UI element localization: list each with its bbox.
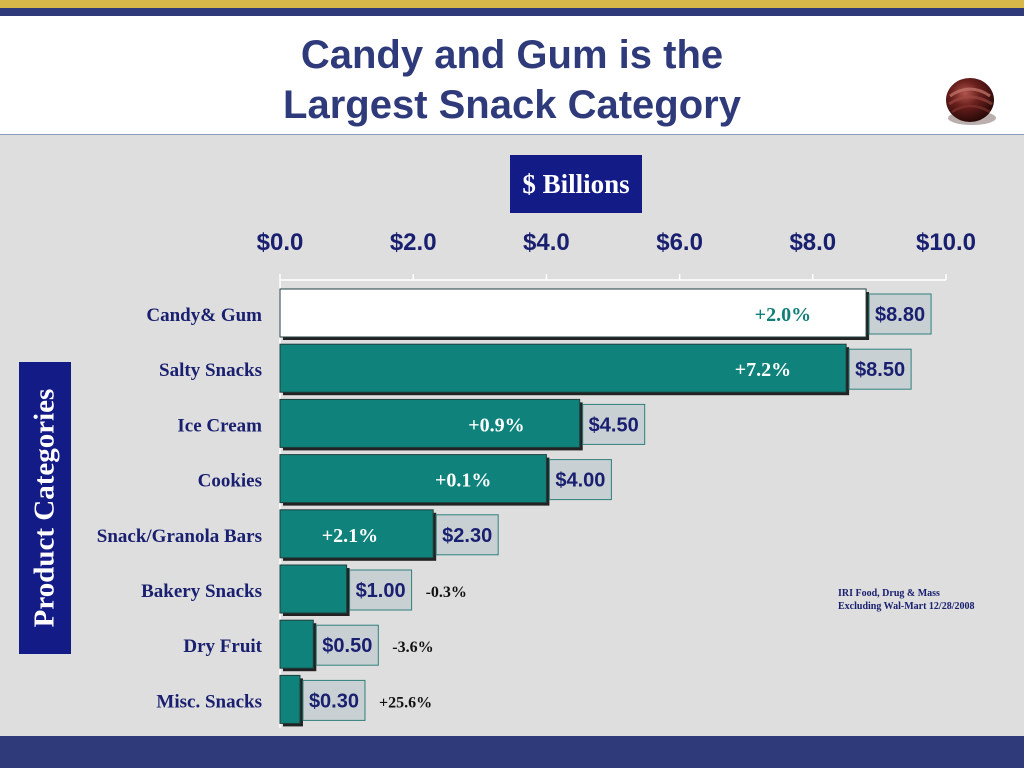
value-label-box <box>435 514 499 556</box>
page-title: Candy and Gum is the Largest Snack Categ… <box>0 30 1024 130</box>
category-label: Snack/Granola Bars <box>97 526 262 547</box>
value-label-box <box>548 459 612 501</box>
category-label: Cookies <box>198 471 262 492</box>
growth-label: +7.2% <box>735 359 791 381</box>
bar <box>279 343 847 393</box>
bottom-navy-band <box>0 736 1024 768</box>
value-label: $8.50 <box>855 359 905 381</box>
category-label: Candy& Gum <box>146 305 262 326</box>
category-label: Bakery Snacks <box>141 581 262 602</box>
category-label: Misc. Snacks <box>156 691 262 712</box>
x-tick-label: $8.0 <box>789 229 836 256</box>
value-label: $8.80 <box>875 304 925 326</box>
title-line-2: Largest Snack Category <box>283 83 741 127</box>
top-gold-stripe <box>0 0 1024 8</box>
growth-label: -0.3% <box>426 584 467 601</box>
value-label-box <box>848 348 912 390</box>
source-note: IRI Food, Drug & Mass Excluding Wal-Mart… <box>838 587 975 613</box>
category-label: Dry Fruit <box>183 636 262 657</box>
source-note-line-1: IRI Food, Drug & Mass <box>838 588 940 599</box>
value-label: $4.00 <box>555 470 605 492</box>
bar <box>279 674 301 724</box>
value-label: $0.50 <box>322 635 372 657</box>
category-label: Salty Snacks <box>159 360 262 381</box>
value-label: $2.30 <box>442 525 492 547</box>
bar <box>279 564 348 614</box>
growth-label: +0.9% <box>468 414 524 436</box>
value-label-box <box>349 569 413 611</box>
value-label: $4.50 <box>589 414 639 436</box>
bar <box>279 509 434 559</box>
y-axis-label-box <box>19 362 71 654</box>
title-line-1: Candy and Gum is the <box>300 33 724 77</box>
chocolate-truffle-icon <box>946 78 996 125</box>
bar <box>279 398 581 448</box>
x-tick-label: $4.0 <box>523 229 570 256</box>
x-tick-label: $0.0 <box>257 229 304 256</box>
x-tick-label: $10.0 <box>916 229 976 256</box>
value-label-box <box>582 403 646 445</box>
growth-label: -3.6% <box>392 639 433 656</box>
bar <box>279 288 867 338</box>
value-label: $0.30 <box>309 690 359 712</box>
value-label-box <box>302 679 366 721</box>
growth-label: +0.1% <box>435 470 491 492</box>
growth-label: +2.0% <box>755 304 811 326</box>
category-label: Ice Cream <box>177 415 262 436</box>
source-note-line-2: Excluding Wal-Mart 12/28/2008 <box>838 601 975 612</box>
value-label: $1.00 <box>356 580 406 602</box>
growth-label: +25.6% <box>379 694 432 711</box>
top-navy-stripe <box>0 8 1024 16</box>
bar <box>279 454 547 504</box>
unit-label-box: $ Billions <box>510 155 642 213</box>
bar <box>279 619 314 669</box>
value-label-box <box>868 293 932 335</box>
value-label-box <box>315 624 379 666</box>
x-tick-label: $6.0 <box>656 229 703 256</box>
x-tick-label: $2.0 <box>390 229 437 256</box>
growth-label: +2.1% <box>322 525 378 547</box>
